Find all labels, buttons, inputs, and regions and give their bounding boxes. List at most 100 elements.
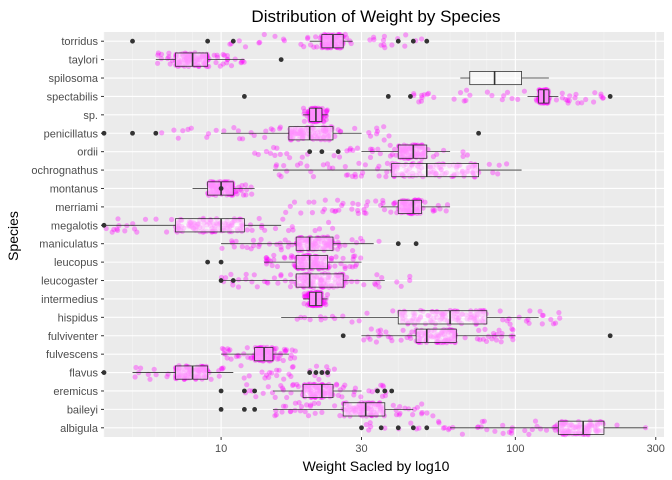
- jitter-point: [504, 318, 510, 324]
- jitter-point: [394, 279, 400, 285]
- jitter-point: [419, 401, 425, 407]
- jitter-point: [237, 136, 243, 142]
- jitter-point: [167, 61, 173, 67]
- jitter-point: [409, 329, 415, 335]
- jitter-point: [298, 41, 304, 47]
- jitter-point: [345, 172, 351, 178]
- jitter-point: [361, 210, 367, 216]
- jitter-point: [552, 424, 558, 430]
- jitter-point: [299, 154, 305, 160]
- jitter-point: [508, 427, 515, 434]
- jitter-point: [327, 165, 333, 171]
- jitter-point: [290, 381, 296, 388]
- jitter-point: [464, 152, 470, 158]
- box-hispidus: [281, 310, 539, 325]
- outlier-point: [395, 38, 401, 44]
- jitter-point: [442, 425, 448, 431]
- jitter-point: [301, 291, 307, 297]
- y-axis-ticks: albigula baileyi eremicus flavus fulvescens f…: [31, 36, 104, 435]
- jitter-point: [227, 347, 233, 353]
- jitter-point: [335, 127, 341, 133]
- y-tick-label: montanus: [50, 183, 99, 195]
- jitter-point: [215, 54, 221, 60]
- box-spilosoma: [460, 70, 549, 86]
- jitter-point: [254, 284, 260, 290]
- jitter-point: [307, 403, 314, 409]
- jitter-point: [515, 96, 521, 102]
- jitter-point: [287, 409, 293, 415]
- jitter-point: [375, 328, 381, 334]
- jitter-point: [271, 257, 277, 263]
- jitter-point: [451, 96, 457, 102]
- jitter-point: [526, 431, 532, 437]
- jitter-point: [164, 229, 170, 235]
- jitter-point: [275, 280, 281, 286]
- jitter-point: [265, 384, 271, 390]
- outlier-point: [410, 38, 416, 44]
- jitter-point: [499, 97, 505, 103]
- jitter-point: [332, 263, 338, 269]
- jitter-point: [281, 376, 287, 382]
- outlier-point: [319, 370, 325, 375]
- jitter-point: [406, 406, 412, 412]
- jitter-point: [290, 364, 296, 370]
- jitter-point: [214, 52, 220, 58]
- jitter-point: [267, 370, 273, 376]
- jitter-point: [486, 161, 492, 167]
- jitter-point: [259, 369, 265, 375]
- jitter-point: [326, 219, 332, 225]
- jitter-point: [362, 162, 368, 168]
- jitter-point: [424, 410, 430, 416]
- jitter-point: [166, 50, 172, 56]
- jitter-point: [332, 133, 338, 139]
- jitter-point: [353, 240, 360, 246]
- jitter-point: [216, 368, 222, 374]
- jitter-point: [367, 37, 373, 43]
- jitter-point: [227, 41, 233, 47]
- jitter-point: [262, 375, 268, 381]
- y-tick-label: merriami: [55, 202, 98, 214]
- jitter-point: [539, 321, 545, 327]
- y-tick-label: taylori: [69, 55, 98, 67]
- jitter-point: [283, 347, 290, 353]
- jitter-point: [600, 95, 606, 101]
- jitter-point: [352, 253, 358, 259]
- box-spectabilis: [527, 89, 559, 104]
- jitter-point: [489, 336, 495, 342]
- jitter-point: [342, 265, 348, 272]
- y-tick-label: leucogaster: [41, 276, 98, 288]
- jitter-point: [235, 352, 241, 358]
- box-leucopus: [264, 255, 362, 270]
- jitter-point: [158, 51, 165, 57]
- jitter-point: [235, 128, 241, 134]
- jitter-point: [329, 313, 336, 319]
- jitter-point: [242, 44, 249, 50]
- jitter-point: [268, 126, 274, 132]
- jitter-point: [155, 50, 161, 56]
- jitter-point: [321, 300, 327, 306]
- jitter-point: [349, 264, 356, 270]
- jitter-point: [378, 327, 384, 333]
- jitter-point: [383, 174, 389, 180]
- jitter-point: [331, 153, 337, 159]
- jitter-point: [265, 280, 271, 286]
- jitter-point: [288, 352, 294, 358]
- jitter-point: [236, 277, 242, 283]
- jitter-point: [534, 98, 540, 104]
- jitter-point: [572, 95, 578, 101]
- jitter-point: [310, 174, 317, 180]
- jitter-point: [354, 279, 360, 285]
- jitter-point: [347, 38, 353, 44]
- jitter-point: [334, 234, 340, 240]
- jitter-point: [378, 382, 384, 388]
- jitter-point: [411, 406, 417, 412]
- jitter-point: [354, 145, 361, 151]
- jitter-point: [236, 353, 242, 359]
- jitter-point: [322, 315, 328, 321]
- jitter-point: [343, 279, 349, 285]
- jitter-point: [419, 92, 425, 98]
- jitter-point: [352, 385, 358, 391]
- jitter-point: [419, 36, 425, 42]
- box-leucogaster: [221, 273, 385, 288]
- jitter-point: [221, 350, 227, 356]
